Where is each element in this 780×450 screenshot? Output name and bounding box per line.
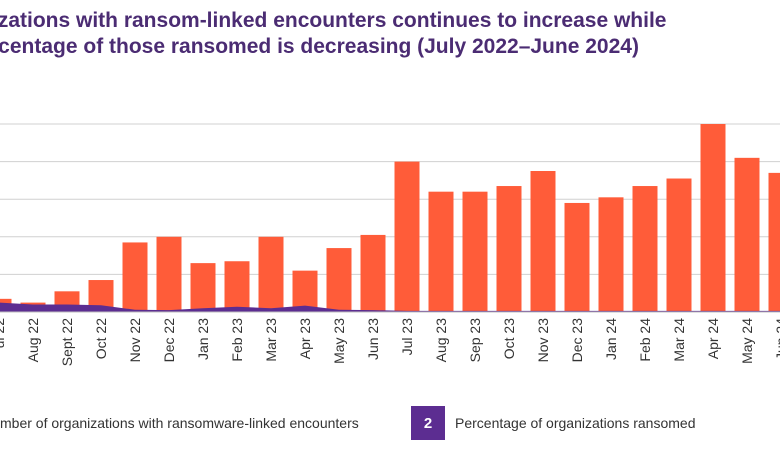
bar-9 xyxy=(258,236,284,312)
x-tick-label: Jan 23 xyxy=(195,318,211,360)
bar-5 xyxy=(122,242,148,312)
x-tick-label: Mar 23 xyxy=(263,318,279,362)
x-tick-label: Feb 23 xyxy=(229,318,245,362)
bar-16 xyxy=(496,186,522,312)
bar-21 xyxy=(666,178,692,312)
x-tick-label: Nov 23 xyxy=(535,318,551,363)
bar-14 xyxy=(428,191,454,312)
x-tick-label: Oct 22 xyxy=(93,318,109,359)
x-tick-label: May 23 xyxy=(331,318,347,364)
bar-24 xyxy=(768,172,780,312)
x-tick-label: May 24 xyxy=(739,318,755,364)
bar-20 xyxy=(632,186,658,312)
bar-8 xyxy=(224,261,250,312)
bar-12 xyxy=(360,234,386,312)
x-tick-label: Jan 24 xyxy=(603,318,619,360)
x-tick-label: Feb 24 xyxy=(637,318,653,362)
bar-15 xyxy=(462,191,488,312)
chart-title-line-2: rcentage of those ransomed is decreasing… xyxy=(0,35,639,58)
x-tick-label: Jul 23 xyxy=(399,318,415,356)
bar-6 xyxy=(156,236,182,312)
bar-22 xyxy=(700,124,726,312)
bar-11 xyxy=(326,248,352,312)
chart-title: izations with ransom-linked encounters c… xyxy=(0,8,780,60)
x-tick-label: Nov 22 xyxy=(127,318,143,363)
x-tick-label: Aug 22 xyxy=(25,318,41,363)
legend-item-encounters: mber of organizations with ransomware-li… xyxy=(0,406,359,440)
bar-13 xyxy=(394,161,420,312)
x-tick-label: Apr 23 xyxy=(297,318,313,359)
chart-title-line-1: izations with ransom-linked encounters c… xyxy=(0,9,667,32)
bar-19 xyxy=(598,197,624,312)
area-percentage-ransomed xyxy=(0,302,780,312)
x-tick-label: Dec 23 xyxy=(569,318,585,363)
x-tick-label: Jun 24 xyxy=(773,318,780,360)
bar-7 xyxy=(190,263,216,312)
legend-label-ransomed: Percentage of organizations ransomed xyxy=(455,415,696,431)
legend-label-encounters: mber of organizations with ransomware-li… xyxy=(0,415,359,431)
x-tick-label: Mar 24 xyxy=(671,318,687,362)
bar-17 xyxy=(530,171,556,312)
x-tick-label: Oct 23 xyxy=(501,318,517,359)
x-tick-label: Apr 24 xyxy=(705,318,721,359)
x-tick-label: Aug 23 xyxy=(433,318,449,363)
x-tick-label: Sept 22 xyxy=(59,318,75,366)
x-tick-label: Dec 22 xyxy=(161,318,177,363)
bar-18 xyxy=(564,202,590,312)
bar-23 xyxy=(734,157,760,312)
bar-10 xyxy=(292,270,318,312)
x-tick-label: Sep 23 xyxy=(467,318,483,363)
legend-item-ransomed: 2 Percentage of organizations ransomed xyxy=(411,406,695,440)
legend-swatch-ransomed: 2 xyxy=(411,406,445,440)
x-tick-label: ul 22 xyxy=(0,318,7,349)
x-tick-label: Jun 23 xyxy=(365,318,381,360)
